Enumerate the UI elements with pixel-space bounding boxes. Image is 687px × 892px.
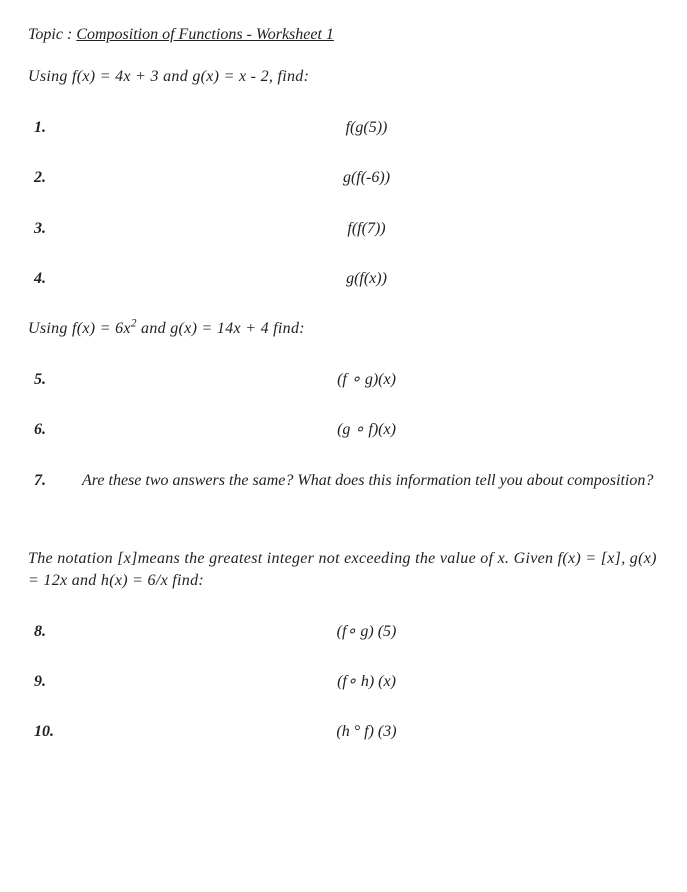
topic-label: Topic : — [28, 26, 76, 43]
problem-number: 10. — [28, 721, 74, 743]
problem-row: 4. g(f(x)) — [28, 268, 659, 290]
problem-row: 2. g(f(-6)) — [28, 167, 659, 189]
problem-number: 5. — [28, 369, 74, 391]
problem-number: 9. — [28, 671, 74, 693]
topic-title: Composition of Functions - Worksheet 1 — [76, 26, 334, 43]
problem-row: 7. Are these two answers the same? What … — [28, 470, 659, 492]
problem-body: f(g(5)) — [74, 117, 659, 139]
problem-row: 10. (h ° f) (3) — [28, 721, 659, 743]
problem-body: Are these two answers the same? What doe… — [74, 470, 659, 492]
section3-instruction: The notation [x]means the greatest integ… — [28, 548, 659, 593]
section2-instr-suffix: and g(x) = 14x + 4 find: — [137, 320, 305, 337]
problem-body: (f∘ h) (x) — [74, 671, 659, 693]
topic-line: Topic : Composition of Functions - Works… — [28, 24, 659, 46]
problem-row: 1. f(g(5)) — [28, 117, 659, 139]
problem-number: 6. — [28, 419, 74, 441]
problem-number: 8. — [28, 621, 74, 643]
problem-row: 5. (f ∘ g)(x) — [28, 369, 659, 391]
problem-row: 3. f(f(7)) — [28, 218, 659, 240]
problem-body: g(f(-6)) — [74, 167, 659, 189]
problem-number: 4. — [28, 268, 74, 290]
problem-number: 7. — [28, 470, 74, 492]
problem-number: 3. — [28, 218, 74, 240]
problem-row: 9. (f∘ h) (x) — [28, 671, 659, 693]
problem-body: f(f(7)) — [74, 218, 659, 240]
problem-row: 6. (g ∘ f)(x) — [28, 419, 659, 441]
section2-instr-prefix: Using f(x) = 6x — [28, 320, 131, 337]
problem-number: 2. — [28, 167, 74, 189]
problem-number: 1. — [28, 117, 74, 139]
problem-body: (f ∘ g)(x) — [74, 369, 659, 391]
problem-body: (f∘ g) (5) — [74, 621, 659, 643]
section2-instruction: Using f(x) = 6x2 and g(x) = 14x + 4 find… — [28, 318, 659, 340]
problem-body: (h ° f) (3) — [74, 721, 659, 743]
problem-row: 8. (f∘ g) (5) — [28, 621, 659, 643]
problem-body: (g ∘ f)(x) — [74, 419, 659, 441]
section1-instruction: Using f(x) = 4x + 3 and g(x) = x - 2, fi… — [28, 66, 659, 88]
problem-body: g(f(x)) — [74, 268, 659, 290]
